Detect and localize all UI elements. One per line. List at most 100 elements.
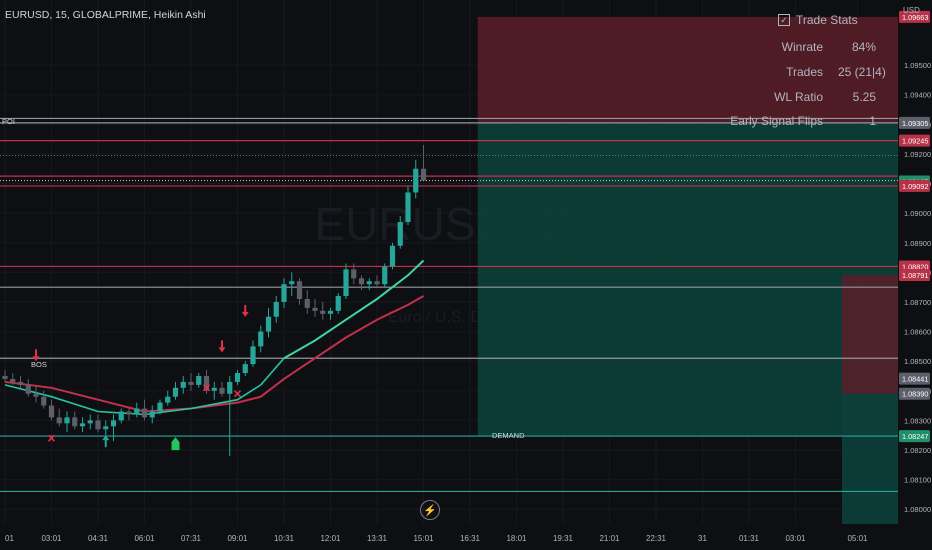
horizontal-levels — [0, 117, 898, 493]
time-axis[interactable]: 01 03:01 04:31 06:01 07:31 09:01 10:31 12:01 13:… — [5, 534, 868, 543]
candle-body — [203, 375, 210, 391]
price-tag-label: 1.08791 — [902, 271, 928, 280]
stats-value: 1 — [869, 114, 876, 128]
candle-body — [149, 411, 155, 418]
time-tick-label: 18:01 — [506, 534, 527, 543]
candle-body — [366, 281, 372, 285]
moving-averages — [4, 259, 425, 416]
candle-body — [196, 375, 202, 385]
price-tag — [899, 387, 930, 400]
candle-body — [351, 269, 357, 279]
price-tick-label: 1.08000 — [904, 505, 931, 514]
candle-body — [118, 411, 124, 421]
down-arrow-icon — [218, 340, 226, 353]
trade-zones — [477, 16, 898, 524]
candle-body — [335, 296, 341, 311]
stats-row-trades: Trades 25 (21|4) — [768, 65, 886, 85]
price-tick-label: 1.08300 — [904, 416, 931, 425]
price-tag-label: 1.09245 — [902, 137, 928, 146]
cross-icon — [47, 434, 56, 442]
candle-body — [304, 299, 310, 308]
candle-body — [10, 378, 16, 382]
candle-body — [56, 417, 62, 424]
time-tick-label: 16:31 — [460, 534, 481, 543]
candle-body — [358, 278, 365, 285]
down-arrow-icon — [32, 349, 40, 362]
stats-row-early-flips: Early Signal Flips 1 — [730, 114, 878, 134]
price-tag — [899, 430, 930, 443]
time-tick-label: 22:31 — [646, 534, 667, 543]
trade-stats-title: Trade Stats — [796, 13, 858, 27]
price-tags: 1.096631.093051.092451.091071.090921.088… — [899, 10, 930, 443]
symbol-title[interactable]: EURUSD, 15, GLOBALPRIME, Heikin Ashi — [5, 9, 206, 21]
price-tag — [899, 372, 930, 385]
price-tag — [899, 116, 930, 129]
candle-body — [327, 310, 334, 314]
candle-body — [405, 192, 411, 223]
cross-icon — [233, 390, 242, 398]
price-tag-label: 1.09663 — [902, 13, 928, 22]
price-tag-label: 1.08247 — [902, 432, 928, 441]
candle-body — [389, 245, 396, 267]
candle-body — [103, 426, 109, 430]
time-tick-label: 03:01 — [41, 534, 62, 543]
buy-zone — [842, 393, 898, 524]
candle-body — [188, 381, 194, 385]
buy-zone — [477, 122, 898, 437]
time-axis-panel[interactable] — [0, 524, 932, 550]
candle-body — [273, 301, 279, 317]
candle-body — [126, 411, 132, 415]
candle-body — [374, 281, 380, 285]
candle-body — [242, 364, 248, 374]
down-arrow-icon — [241, 304, 249, 317]
candle-body — [234, 373, 241, 382]
candle-body — [41, 396, 47, 406]
time-tick-label: 10:31 — [274, 534, 295, 543]
time-tick-label: 15:01 — [413, 534, 434, 543]
price-tick-label: 1.08600 — [904, 328, 931, 337]
candle-body — [289, 281, 295, 285]
stats-value: 5.25 — [852, 90, 876, 104]
bos-label: BOS — [31, 360, 47, 369]
candle-body — [265, 316, 272, 332]
candle-body — [180, 381, 186, 388]
poi-label: POI — [2, 117, 15, 126]
up-arrow-icon — [102, 435, 110, 448]
candle-body — [48, 405, 55, 418]
price-tag-label: 1.09305 — [902, 119, 928, 128]
stats-label: Trades — [786, 65, 823, 79]
candle-body — [157, 402, 163, 412]
signal-markers — [32, 304, 249, 451]
candle-body — [72, 417, 78, 427]
candle-body — [250, 346, 256, 365]
price-tick-label: 1.08100 — [904, 476, 931, 485]
ema-fast-line — [4, 357, 285, 416]
candle-body — [25, 384, 31, 394]
trade-stats-header[interactable]: ✓ Trade Stats — [778, 13, 858, 27]
candle-body — [227, 381, 233, 394]
time-tick-label: 03:01 — [785, 534, 806, 543]
time-tick-label: 13:31 — [367, 534, 388, 543]
price-tag — [899, 269, 930, 282]
candle-body — [281, 284, 287, 302]
demand-label: DEMAND — [492, 431, 525, 440]
candle-body — [211, 387, 217, 391]
time-tick-label: 04:31 — [88, 534, 109, 543]
price-tag — [899, 179, 930, 192]
time-tick-label: 31 — [698, 534, 707, 543]
checkbox-icon[interactable]: ✓ — [778, 14, 790, 26]
stats-label: WL Ratio — [774, 90, 823, 104]
lightning-bolt-icon[interactable]: ⚡ — [420, 500, 440, 520]
time-tick-label: 12:01 — [320, 534, 341, 543]
candle-body — [343, 269, 349, 297]
candle-body — [420, 168, 427, 181]
price-tick-label: 1.09200 — [904, 150, 931, 159]
candle-body — [397, 222, 403, 246]
candle-body — [320, 310, 326, 314]
time-tick-label: 19:31 — [553, 534, 574, 543]
candle-body — [79, 423, 86, 427]
candle-body — [312, 307, 318, 311]
time-tick-label: 01 — [5, 534, 14, 543]
candle-body — [87, 420, 93, 424]
